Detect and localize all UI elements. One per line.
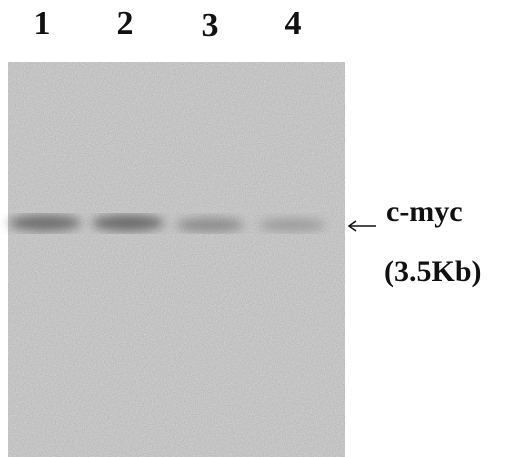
band (176, 218, 244, 232)
lane-label: 4 (285, 5, 302, 42)
band (92, 215, 164, 231)
band-name: c-myc (386, 195, 463, 228)
bands (9, 215, 326, 232)
lane-label: 2 (117, 5, 134, 42)
band (9, 215, 81, 231)
arrow (347, 220, 376, 232)
band (258, 219, 326, 231)
lane-label: 1 (34, 5, 51, 42)
lane-label: 3 (202, 7, 219, 44)
band-size: (3.5Kb) (384, 255, 482, 288)
gel-texture (8, 62, 345, 457)
